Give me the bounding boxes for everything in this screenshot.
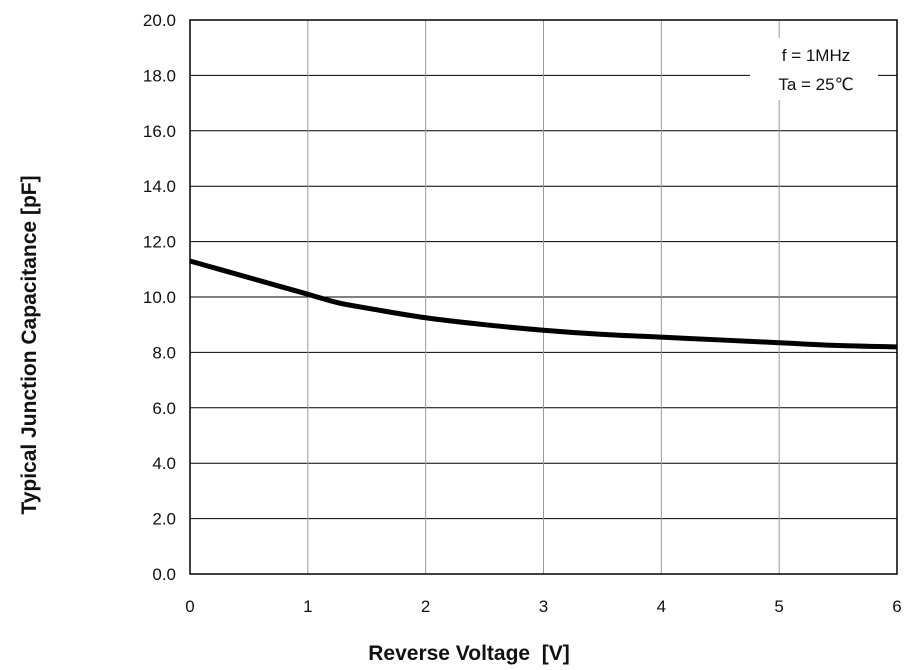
y-tick-label: 6.0 xyxy=(152,399,176,418)
annotation-temperature: Ta = 25℃ xyxy=(778,75,853,94)
x-axis-title: Reverse Voltage [V] xyxy=(368,642,570,665)
y-tick-label: 8.0 xyxy=(152,343,176,362)
y-tick-label: 14.0 xyxy=(143,177,176,196)
y-tick-label: 20.0 xyxy=(143,11,176,30)
y-tick-label: 12.0 xyxy=(143,233,176,252)
x-tick-label: 5 xyxy=(774,597,783,616)
grid xyxy=(189,19,898,575)
annotation-background xyxy=(750,38,878,100)
x-axis-ticks: 0 1 2 3 4 5 6 xyxy=(185,597,901,616)
series-layer xyxy=(189,258,898,350)
annotation-frequency: f = 1MHz xyxy=(782,46,851,65)
plot-area-frame xyxy=(189,19,898,575)
y-tick-label: 10.0 xyxy=(143,288,176,307)
x-tick-label: 4 xyxy=(657,597,666,616)
y-tick-label: 4.0 xyxy=(152,454,176,473)
capacitance-curve xyxy=(189,258,898,350)
y-tick-label: 0.0 xyxy=(152,565,176,584)
annotation-box: f = 1MHz Ta = 25℃ xyxy=(750,38,878,100)
y-tick-label: 18.0 xyxy=(143,66,176,85)
x-tick-label: 3 xyxy=(539,597,548,616)
y-axis-title: Typical Junction Capacitance [pF] xyxy=(18,175,41,514)
x-tick-label: 6 xyxy=(892,597,901,616)
x-tick-label: 0 xyxy=(185,597,194,616)
y-tick-label: 2.0 xyxy=(152,510,176,529)
x-tick-label: 1 xyxy=(303,597,312,616)
y-axis-ticks: 0.0 2.0 4.0 6.0 8.0 10.0 12.0 14.0 16.0 18.0 20.0 xyxy=(143,11,176,584)
y-tick-label: 16.0 xyxy=(143,122,176,141)
x-tick-label: 2 xyxy=(421,597,430,616)
